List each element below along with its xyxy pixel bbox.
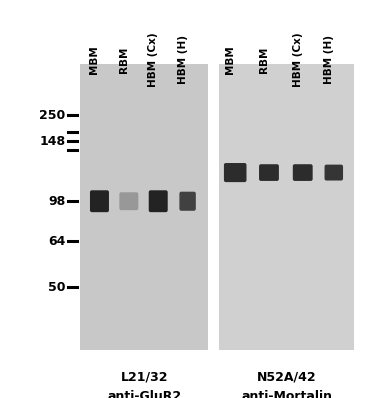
FancyBboxPatch shape [259,164,279,181]
Text: 50: 50 [48,281,66,294]
FancyBboxPatch shape [90,190,109,212]
Text: 98: 98 [49,195,66,208]
Text: HBM (H): HBM (H) [178,35,188,84]
Text: 148: 148 [39,135,66,148]
Text: 64: 64 [48,235,66,248]
FancyBboxPatch shape [224,163,246,182]
Text: 250: 250 [39,109,66,122]
FancyBboxPatch shape [293,164,313,181]
FancyBboxPatch shape [80,64,208,350]
Text: RBM: RBM [119,47,129,73]
FancyBboxPatch shape [180,192,196,211]
FancyBboxPatch shape [219,64,354,350]
Text: MBM: MBM [89,45,99,74]
Text: HBM (Cx): HBM (Cx) [293,32,303,87]
Text: anti-Mortalin: anti-Mortalin [241,390,332,398]
FancyBboxPatch shape [324,165,343,181]
Text: N52A/42: N52A/42 [257,370,316,383]
Text: HBM (Cx): HBM (Cx) [148,32,158,87]
Text: HBM (H): HBM (H) [324,35,334,84]
Text: L21/32: L21/32 [120,370,168,383]
Text: MBM: MBM [225,45,235,74]
FancyBboxPatch shape [149,190,168,212]
Text: RBM: RBM [259,47,269,73]
Text: anti-GluR2: anti-GluR2 [107,390,181,398]
FancyBboxPatch shape [119,192,138,210]
